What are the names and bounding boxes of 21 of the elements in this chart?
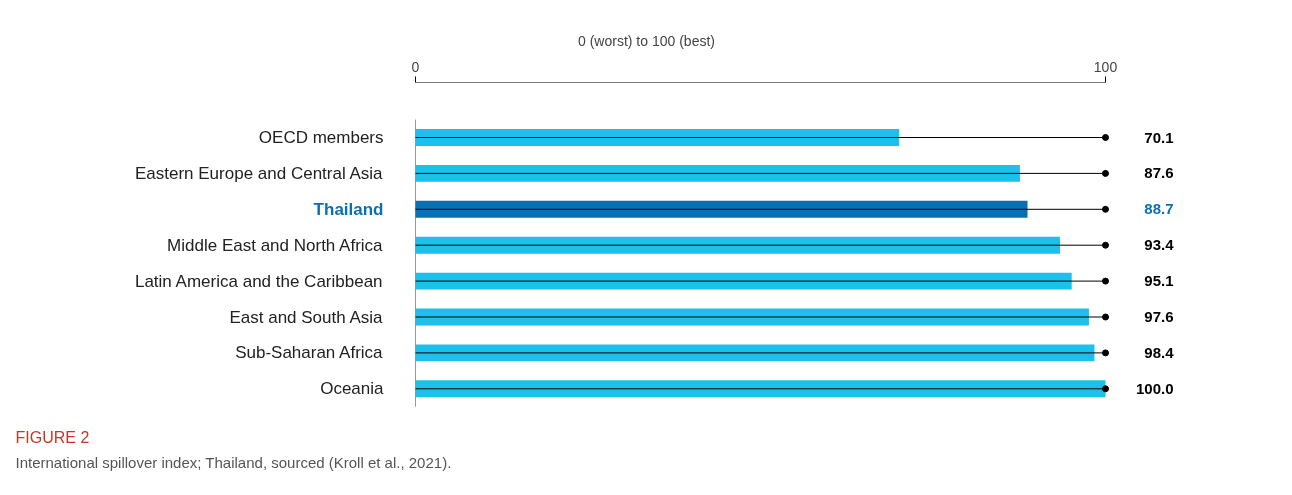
data-label: 93.4 bbox=[1144, 236, 1175, 254]
x-tick-label: 0 bbox=[411, 58, 420, 75]
data-label: 98.4 bbox=[1144, 343, 1175, 361]
y-tick-label: Sub-Saharan Africa bbox=[235, 343, 384, 363]
y-tick-label: Oceania bbox=[320, 379, 385, 399]
data-label: 70.1 bbox=[1144, 128, 1174, 146]
text: International spillover index; Thailand, sourced (Kroll et al., 2021). bbox=[15, 453, 452, 471]
y-tick-label: Latin America and the Caribbean bbox=[134, 271, 383, 291]
x-tick-label: 100 bbox=[1093, 58, 1118, 75]
data-label: 97.6 bbox=[1144, 308, 1174, 325]
y-tick-label: Middle East and North Africa bbox=[167, 235, 384, 255]
y-tick-label: Thailand bbox=[313, 199, 384, 219]
data-label: 87.6 bbox=[1144, 164, 1174, 182]
x-axis-title: 0 (worst) to 100 (best) bbox=[578, 32, 715, 49]
data-label: 100.0 bbox=[1135, 379, 1174, 397]
y-tick-label: Eastern Europe and Central Asia bbox=[134, 163, 384, 183]
caption: FIGURE 2 bbox=[15, 428, 90, 446]
data-label: 88.7 bbox=[1144, 200, 1174, 218]
data-label: 95.1 bbox=[1144, 272, 1174, 290]
y-tick-label: East and South Asia bbox=[229, 307, 384, 327]
y-tick-label: OECD members bbox=[258, 128, 384, 147]
